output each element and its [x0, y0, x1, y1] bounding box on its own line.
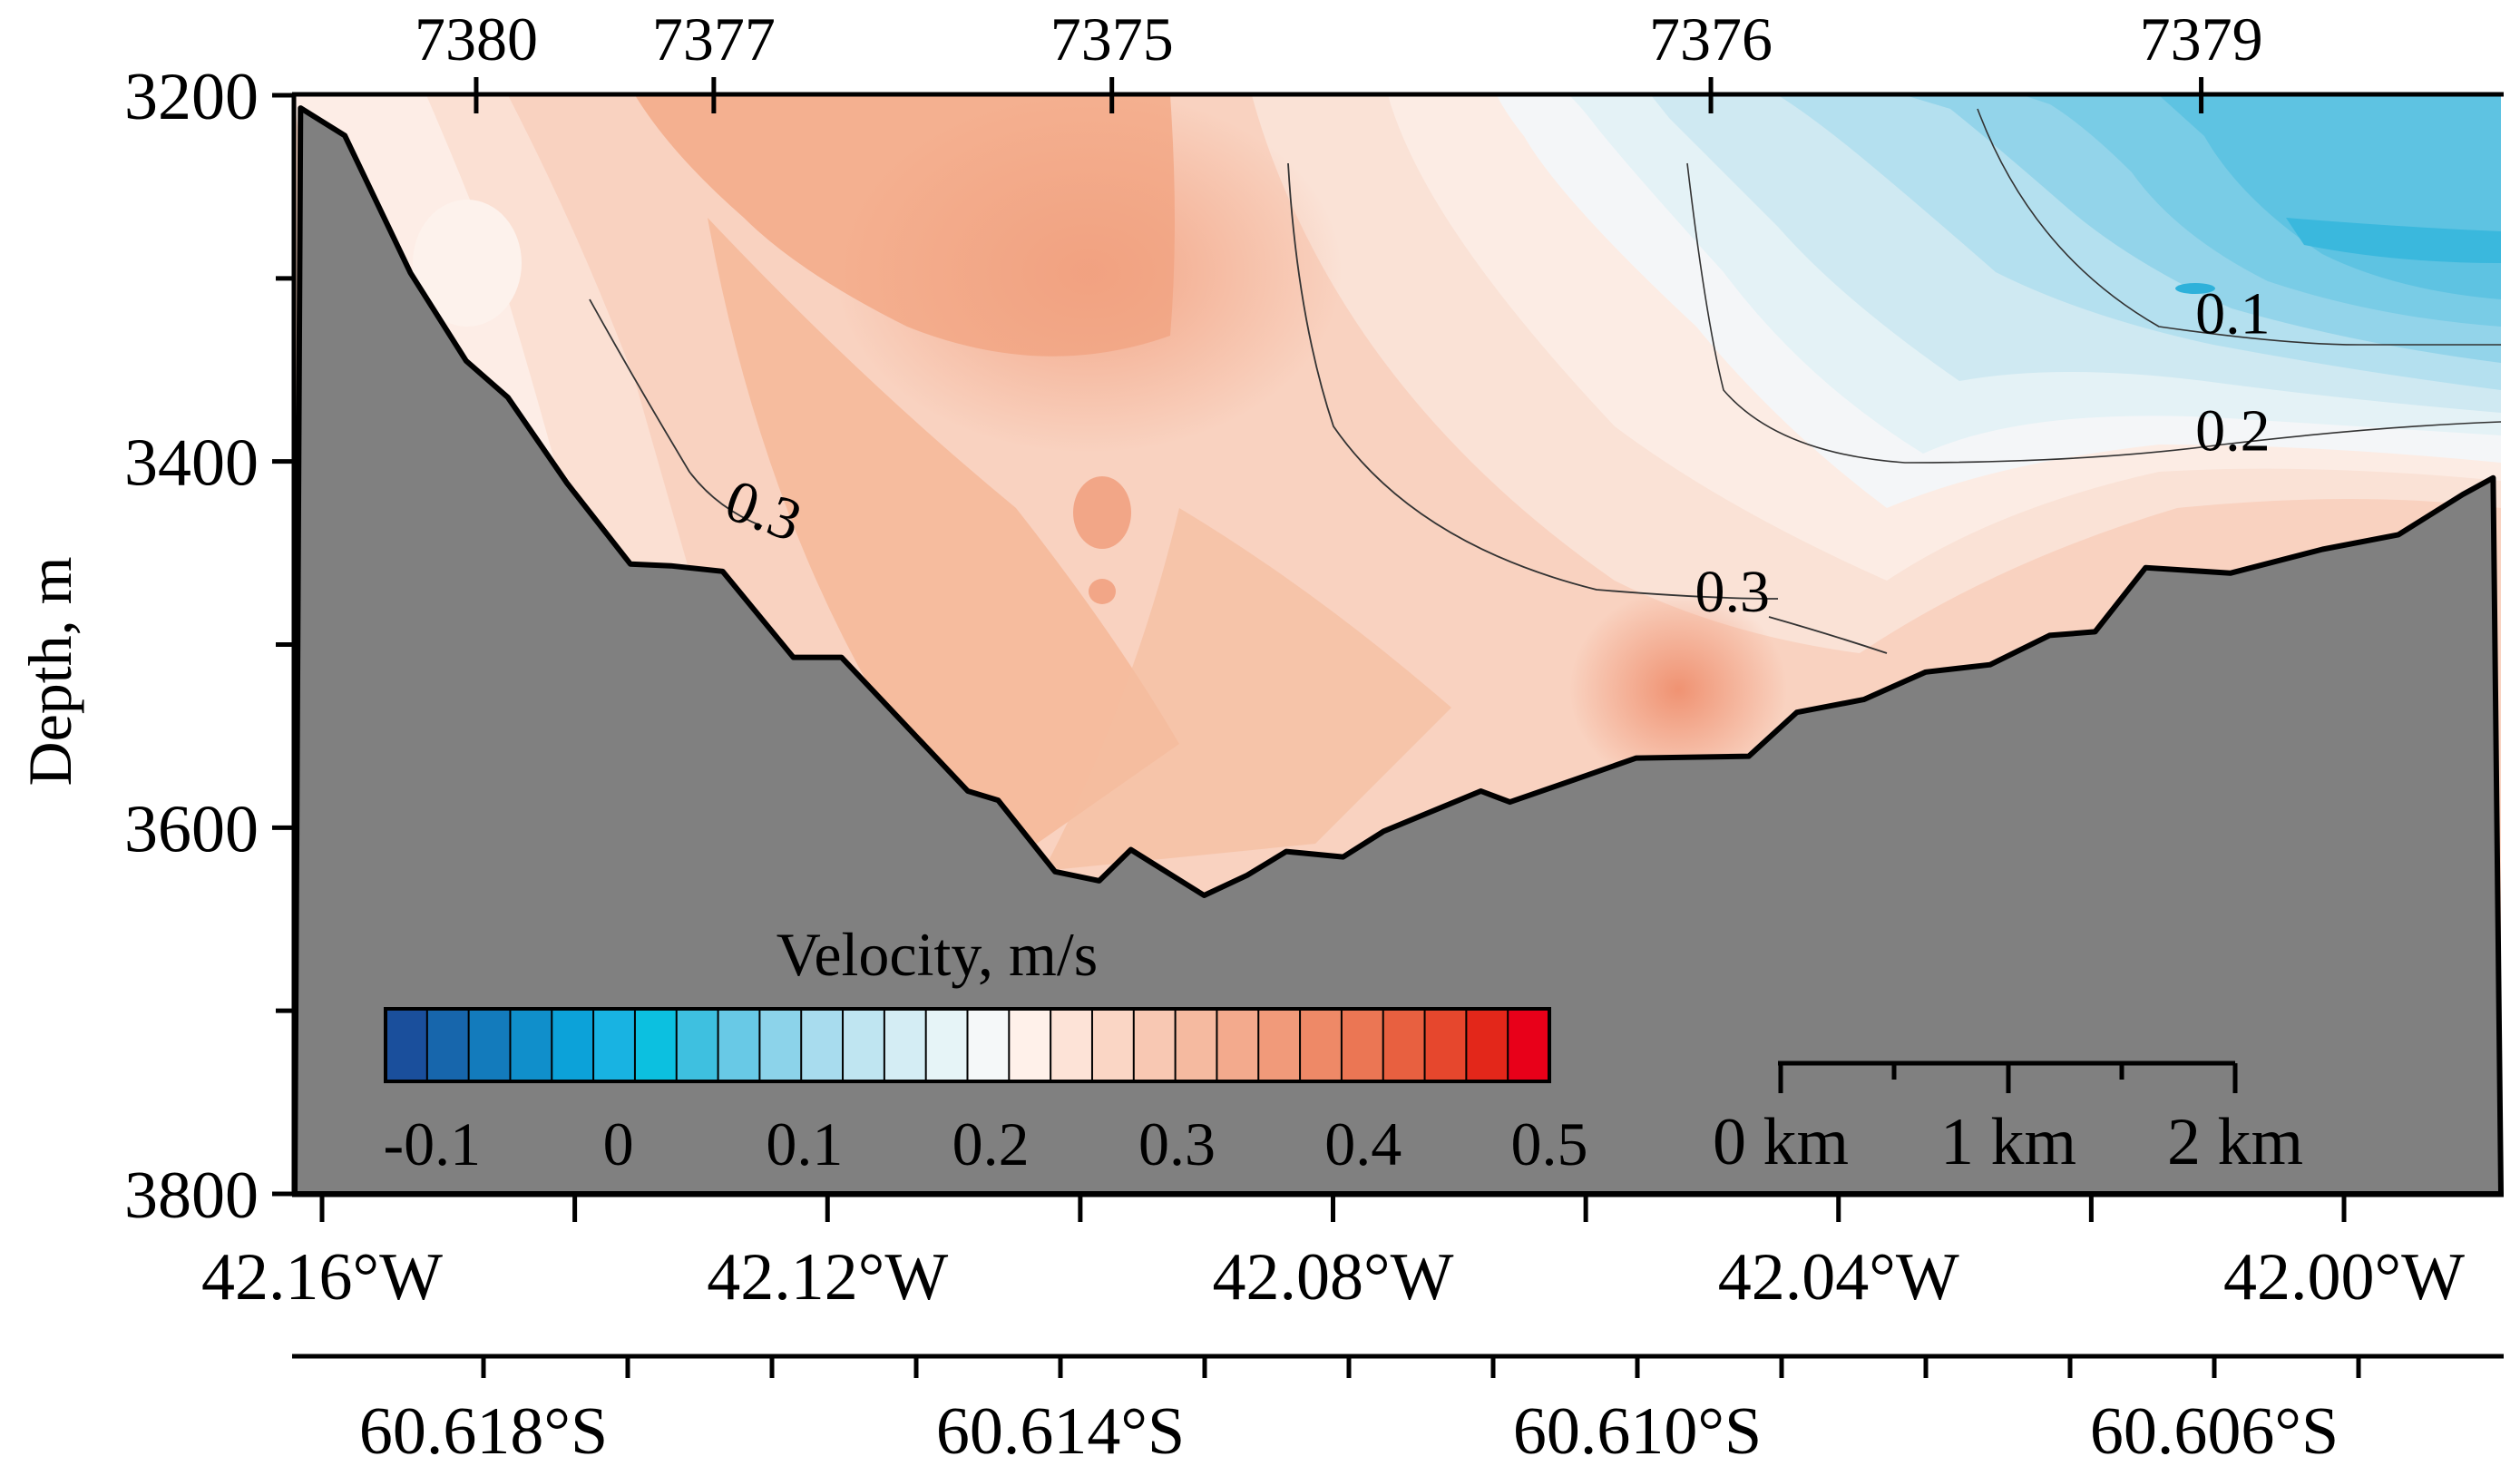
- colorbar-swatch: [843, 1009, 885, 1081]
- colorbar-swatch: [1382, 1009, 1426, 1081]
- station-label-7377: 7377: [652, 5, 776, 73]
- lat-tick-label: 60.610°S: [1513, 1394, 1762, 1469]
- y-tick-label-3800: 3800: [124, 1158, 259, 1233]
- colorbar-swatch: [1341, 1009, 1384, 1081]
- seafloor-bathymetry: [292, 105, 2504, 1197]
- contour-label-0-2: 0.2: [2195, 398, 2271, 464]
- colorbar-tick-label: 0.5: [1511, 1109, 1588, 1178]
- station-label-7375: 7375: [1050, 5, 1174, 73]
- lon-tick-label: 42.08°W: [1213, 1240, 1454, 1315]
- colorbar-swatch: [1300, 1009, 1343, 1081]
- station-label-7379: 7379: [2140, 5, 2263, 73]
- colorbar-tick-label: -0.1: [383, 1109, 481, 1178]
- colorbar-swatch: [426, 1009, 470, 1081]
- colorbar-swatch: [1258, 1009, 1301, 1081]
- velocity-field: [295, 95, 2501, 1194]
- colorbar-swatch: [925, 1009, 968, 1081]
- scale-bar-label-2: 2 km: [2167, 1105, 2303, 1179]
- contour-label-0-1: 0.1: [2195, 280, 2271, 347]
- colorbar-swatch: [1424, 1009, 1467, 1081]
- colorbar-swatch: [676, 1009, 719, 1081]
- colorbar-swatch: [1175, 1009, 1217, 1081]
- colorbar-swatch: [552, 1009, 594, 1081]
- y-tick-label-3400: 3400: [124, 426, 259, 501]
- lat-tick-label: 60.618°S: [359, 1394, 608, 1469]
- colorbar-tick-label: 0.1: [766, 1109, 843, 1178]
- longitude-axis: 42.16°W 42.12°W 42.08°W 42.04°W 42.00°W: [201, 1195, 2465, 1315]
- colorbar-swatch: [759, 1009, 802, 1081]
- colorbar-swatch: [884, 1009, 927, 1081]
- colorbar-swatch: [1009, 1009, 1051, 1081]
- lat-tick-label: 60.606°S: [2090, 1394, 2339, 1469]
- colorbar-swatch: [801, 1009, 844, 1081]
- colorbar-swatch: [386, 1009, 428, 1081]
- colorbar-swatch: [1466, 1009, 1509, 1081]
- depth-axis-title: Depth, m: [15, 556, 84, 786]
- colorbar-border: [384, 1007, 1551, 1083]
- colorbar-tick-label: 0.4: [1324, 1109, 1402, 1178]
- lat-tick-label: 60.614°S: [936, 1394, 1185, 1469]
- colorbar-swatch: [1050, 1009, 1093, 1081]
- y-tick-label-3200: 3200: [124, 60, 259, 134]
- depth-axis: 3200 3400 3600 3800: [124, 60, 295, 1233]
- scale-bar-label-0: 0 km: [1713, 1105, 1849, 1179]
- lon-tick-label: 42.16°W: [201, 1240, 443, 1315]
- colorbar-title: Velocity, m/s: [777, 920, 1098, 989]
- colorbar-swatch: [468, 1009, 511, 1081]
- contour-label-0-3: 0.3: [1695, 559, 1770, 625]
- colorbar-swatch: [1133, 1009, 1177, 1081]
- scale-bar: [1778, 1061, 2238, 1093]
- scale-bar-label-1: 1 km: [1940, 1105, 2076, 1179]
- colorbar-swatch: [510, 1009, 552, 1081]
- colorbar-swatch: [1091, 1009, 1135, 1081]
- lon-tick-label: 42.12°W: [707, 1240, 948, 1315]
- lon-tick-label: 42.04°W: [1718, 1240, 1959, 1315]
- latitude-axis: 60.618°S 60.614°S 60.610°S 60.606°S: [292, 1354, 2504, 1469]
- colorbar-tick-label: 0: [603, 1109, 634, 1178]
- colorbar-swatch: [1508, 1009, 1550, 1081]
- colorbar-swatch: [718, 1009, 760, 1081]
- station-markers: 7380 7377 7375 7376 7379: [415, 5, 2263, 113]
- colorbar-swatch: [593, 1009, 636, 1081]
- colorbar-tick-label: 0.2: [952, 1109, 1030, 1178]
- colorbar-tick-label: 0.3: [1138, 1109, 1216, 1178]
- colorbar-swatch: [1216, 1009, 1259, 1081]
- station-label-7380: 7380: [415, 5, 538, 73]
- colorbar-swatch: [967, 1009, 1010, 1081]
- velocity-colorbar: -0.1 0 0.1 0.2 0.3 0.4 0.5: [383, 1007, 1588, 1178]
- colorbar-swatch: [634, 1009, 678, 1081]
- y-tick-label-3600: 3600: [124, 792, 259, 866]
- station-label-7376: 7376: [1649, 5, 1773, 73]
- lon-tick-label: 42.00°W: [2223, 1240, 2465, 1315]
